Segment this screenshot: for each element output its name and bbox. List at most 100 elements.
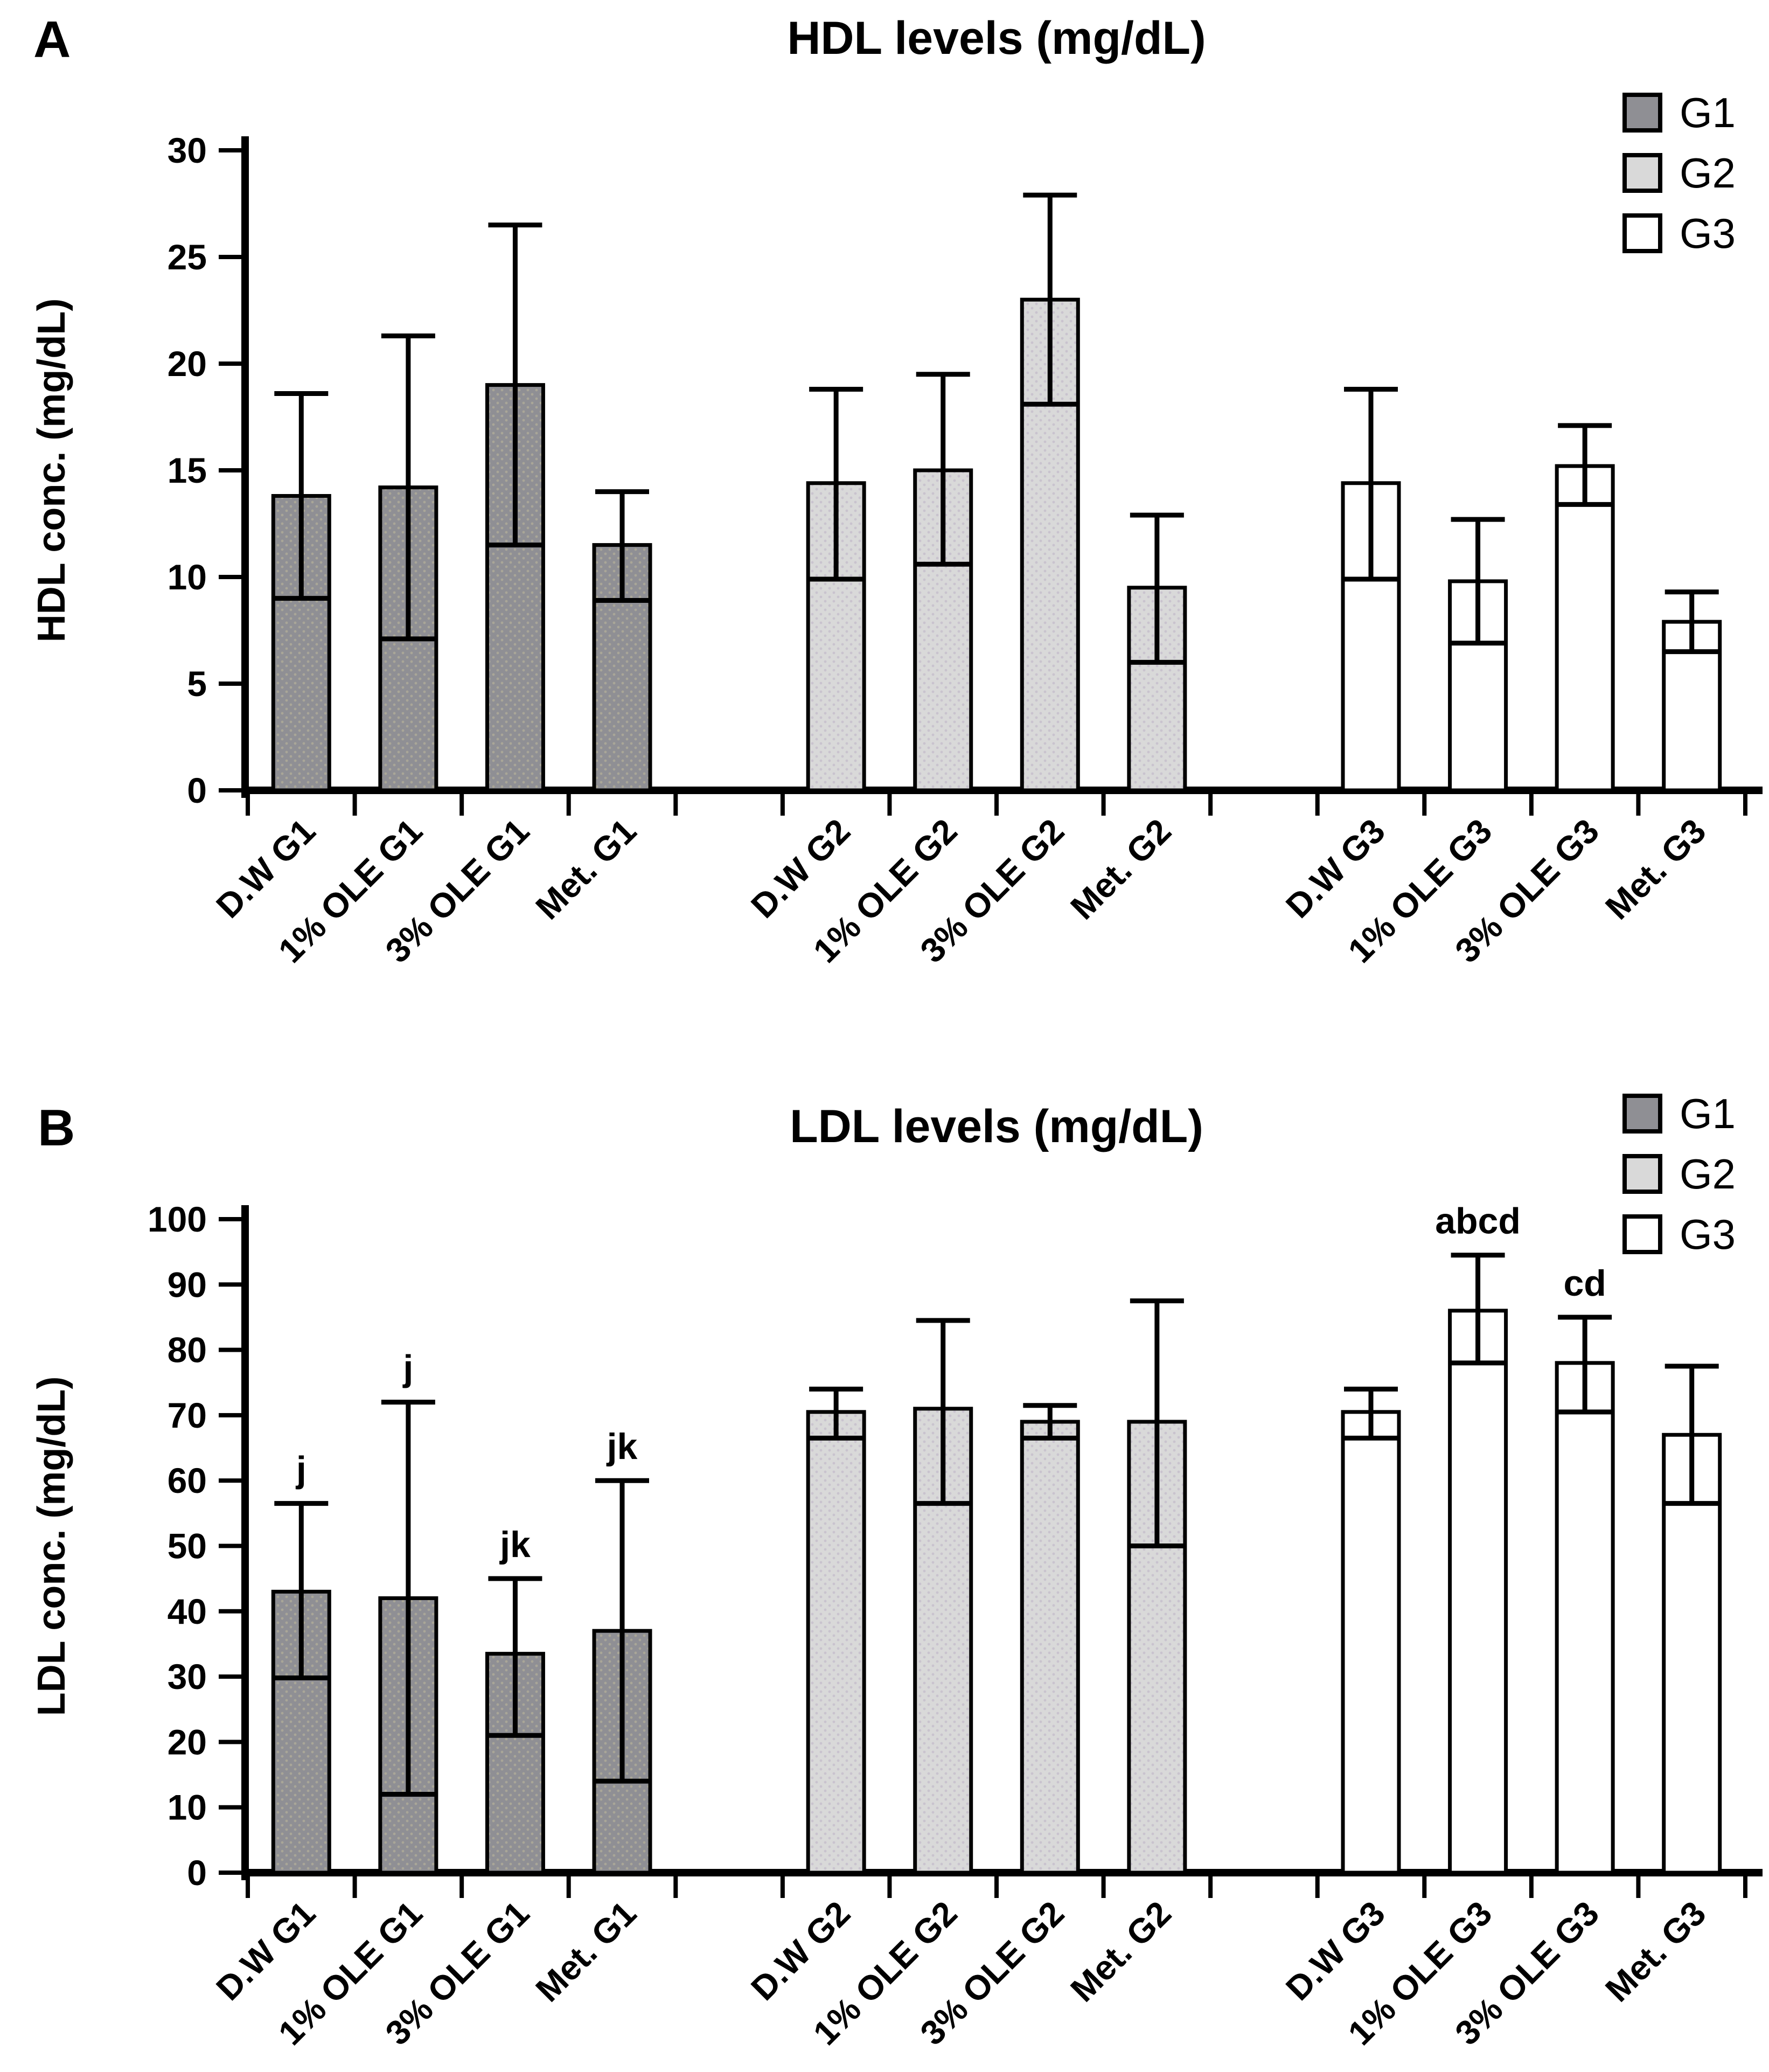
y-axis-tick	[219, 1740, 248, 1744]
x-axis-tick	[1743, 794, 1747, 816]
x-axis-tick	[1315, 794, 1320, 816]
x-axis-tick	[459, 1876, 464, 1898]
y-tick-label: 100	[148, 1199, 207, 1239]
y-axis-tick	[219, 148, 248, 152]
y-axis-tick	[219, 1282, 248, 1287]
panel-a-legend: G1 G2 G3	[1622, 89, 1736, 274]
y-tick-label: 90	[168, 1264, 207, 1304]
bar-g3	[1662, 1433, 1722, 1875]
x-category-label: Met. G1	[528, 811, 644, 927]
x-axis-line	[241, 1869, 1763, 1876]
y-tick-label: 60	[168, 1461, 207, 1500]
y-tick-label: 25	[168, 237, 207, 277]
x-axis-tick	[780, 1876, 785, 1898]
x-axis-tick	[459, 794, 464, 816]
panel-a-letter: A	[33, 11, 71, 68]
y-axis-line	[241, 1205, 249, 1880]
y-axis-tick	[219, 1543, 248, 1548]
legend-swatch-g2	[1622, 1154, 1662, 1194]
x-category-label: Met. G2	[1063, 811, 1178, 927]
bar-g2	[806, 1410, 866, 1875]
x-category-label: Met. G1	[528, 1894, 644, 2009]
y-tick-label: 0	[187, 1853, 207, 1893]
panel-b-y-axis-label: LDL conc. (mg/dL)	[30, 1376, 73, 1716]
x-axis-tick	[1101, 1876, 1106, 1898]
x-axis-tick	[1529, 794, 1534, 816]
legend-label: G2	[1680, 1150, 1736, 1198]
x-axis-tick	[1529, 1876, 1534, 1898]
x-axis-tick	[246, 1876, 250, 1898]
panel-b-letter: B	[38, 1099, 75, 1157]
x-axis-tick	[887, 1876, 892, 1898]
legend-swatch-g1	[1622, 1094, 1662, 1134]
legend-item-g1: G1	[1622, 89, 1736, 136]
y-axis-tick	[219, 575, 248, 579]
x-axis-tick	[1636, 1876, 1641, 1898]
x-axis-tick	[780, 794, 785, 816]
x-axis-tick	[1101, 794, 1106, 816]
panel-b-title: LDL levels (mg/dL)	[790, 1101, 1203, 1152]
significance-note: jk	[499, 1524, 531, 1565]
legend-item-g3: G3	[1622, 210, 1736, 257]
x-axis-tick	[1315, 1876, 1320, 1898]
x-axis-tick	[1743, 1876, 1747, 1898]
y-axis-tick	[219, 1478, 248, 1483]
x-axis-tick	[673, 794, 678, 816]
bar-g3	[1341, 1410, 1401, 1875]
y-axis-tick	[219, 1347, 248, 1352]
y-tick-label: 30	[168, 130, 207, 170]
legend-label: G3	[1680, 210, 1736, 257]
legend-item-g3: G3	[1622, 1211, 1736, 1258]
legend-swatch-g3	[1622, 1214, 1662, 1254]
legend-label: G3	[1680, 1211, 1736, 1258]
x-category-label: Met. G2	[1063, 1894, 1178, 2009]
x-axis-tick	[1422, 1876, 1427, 1898]
legend-item-g1: G1	[1622, 1090, 1736, 1137]
y-axis-tick	[219, 1217, 248, 1221]
significance-note: j	[402, 1348, 413, 1389]
y-tick-label: 10	[168, 557, 207, 597]
y-axis-line	[241, 136, 249, 798]
y-tick-label: 5	[187, 664, 207, 704]
y-axis-tick	[219, 255, 248, 259]
legend-label: G1	[1680, 89, 1736, 136]
x-axis-tick	[994, 794, 999, 816]
y-tick-label: 15	[168, 450, 207, 490]
y-tick-label: 80	[168, 1330, 207, 1370]
bar-g3	[1555, 1361, 1615, 1875]
y-tick-label: 30	[168, 1657, 207, 1696]
legend-swatch-g1	[1622, 93, 1662, 133]
x-axis-tick	[1208, 794, 1213, 816]
x-category-label: Met. G3	[1598, 811, 1713, 927]
y-tick-label: 0	[187, 770, 207, 810]
x-axis-tick	[887, 794, 892, 816]
bar-g2	[1020, 1420, 1080, 1875]
y-axis-tick	[219, 1609, 248, 1614]
y-tick-label: 50	[168, 1526, 207, 1566]
legend-label: G1	[1680, 1090, 1736, 1137]
legend-swatch-g2	[1622, 153, 1662, 193]
bar-g2	[1127, 586, 1187, 792]
x-axis-tick	[1422, 794, 1427, 816]
y-tick-label: 20	[168, 1722, 207, 1762]
x-axis-tick	[566, 794, 571, 816]
panel-b-legend: G1 G2 G3	[1622, 1090, 1736, 1275]
x-axis-tick	[1636, 794, 1641, 816]
y-tick-label: 10	[168, 1788, 207, 1827]
y-axis-tick	[219, 468, 248, 472]
x-category-label: Met. G3	[1598, 1894, 1713, 2009]
y-axis-tick	[219, 361, 248, 366]
y-tick-label: 40	[168, 1591, 207, 1631]
y-tick-label: 20	[168, 344, 207, 384]
x-axis-tick	[673, 1876, 678, 1898]
panel-a-y-axis-label: HDL conc. (mg/dL)	[30, 298, 73, 643]
significance-note: cd	[1563, 1263, 1606, 1304]
significance-note: jk	[606, 1426, 638, 1467]
significance-note: abcd	[1435, 1201, 1521, 1242]
x-axis-tick	[994, 1876, 999, 1898]
y-axis-tick	[219, 788, 248, 792]
y-axis-tick	[219, 1871, 248, 1875]
panel-a-title: HDL levels (mg/dL)	[787, 12, 1206, 64]
legend-label: G2	[1680, 149, 1736, 197]
